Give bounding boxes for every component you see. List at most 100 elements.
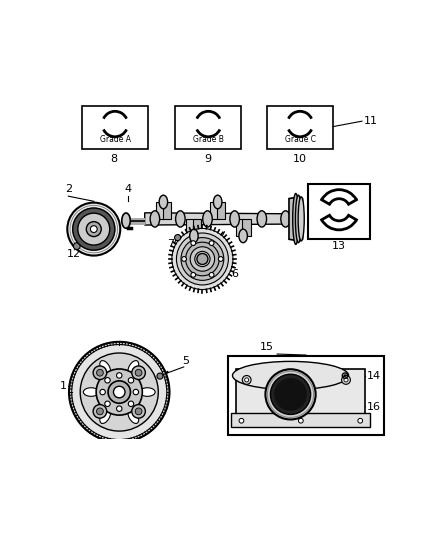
Polygon shape [236, 219, 244, 236]
Text: 3: 3 [212, 249, 219, 259]
Ellipse shape [100, 409, 110, 424]
Circle shape [74, 243, 80, 249]
Polygon shape [145, 213, 299, 225]
Text: 1: 1 [60, 381, 67, 391]
Circle shape [128, 401, 134, 407]
Circle shape [113, 386, 125, 398]
Circle shape [186, 242, 219, 276]
Text: 11: 11 [364, 116, 378, 126]
Circle shape [177, 233, 228, 285]
Circle shape [182, 256, 187, 261]
Ellipse shape [213, 195, 222, 209]
Polygon shape [289, 197, 303, 241]
Polygon shape [187, 219, 194, 236]
Circle shape [157, 373, 163, 379]
Bar [267, 106, 333, 149]
Circle shape [209, 272, 214, 277]
Ellipse shape [122, 213, 130, 228]
Circle shape [175, 235, 181, 241]
Ellipse shape [298, 197, 304, 241]
Circle shape [344, 375, 346, 377]
Circle shape [105, 377, 110, 383]
Circle shape [172, 229, 233, 289]
Circle shape [93, 366, 107, 379]
Circle shape [270, 374, 311, 415]
Circle shape [90, 225, 97, 232]
Circle shape [133, 389, 138, 395]
Circle shape [80, 353, 158, 431]
Circle shape [86, 222, 101, 237]
Text: 10: 10 [293, 155, 307, 165]
Circle shape [108, 381, 131, 403]
Text: 8: 8 [110, 155, 118, 165]
Text: 16: 16 [367, 402, 381, 411]
Bar [82, 106, 148, 149]
Circle shape [128, 377, 134, 383]
Ellipse shape [233, 361, 349, 390]
Text: 9: 9 [205, 155, 212, 165]
Ellipse shape [159, 195, 168, 209]
Ellipse shape [203, 211, 212, 227]
Text: Grade B: Grade B [193, 135, 224, 144]
Circle shape [209, 241, 214, 246]
Bar [307, 184, 371, 239]
Circle shape [132, 405, 145, 418]
Ellipse shape [140, 387, 155, 397]
Text: 15: 15 [260, 342, 274, 352]
Ellipse shape [230, 211, 240, 227]
Circle shape [135, 408, 142, 415]
Ellipse shape [295, 195, 301, 243]
Bar [231, 413, 371, 427]
Ellipse shape [257, 211, 267, 227]
Circle shape [275, 378, 307, 410]
Circle shape [96, 408, 103, 415]
Circle shape [239, 418, 244, 423]
Circle shape [197, 254, 208, 264]
Circle shape [242, 375, 251, 384]
Polygon shape [193, 219, 201, 236]
Text: 7: 7 [166, 239, 174, 249]
Bar [175, 106, 241, 149]
Ellipse shape [150, 211, 159, 227]
Circle shape [67, 203, 120, 256]
Ellipse shape [281, 211, 290, 227]
Circle shape [195, 252, 210, 266]
Text: 2: 2 [65, 184, 72, 195]
Circle shape [100, 389, 106, 395]
Circle shape [73, 208, 115, 250]
Circle shape [105, 401, 110, 407]
Ellipse shape [176, 211, 185, 227]
Circle shape [69, 342, 170, 442]
Text: 4: 4 [124, 184, 131, 195]
Circle shape [181, 238, 224, 280]
Ellipse shape [128, 409, 139, 424]
Polygon shape [156, 202, 164, 219]
Circle shape [342, 375, 350, 384]
Circle shape [191, 272, 196, 277]
Ellipse shape [190, 229, 198, 243]
Circle shape [72, 344, 167, 440]
Circle shape [132, 366, 145, 379]
Polygon shape [162, 202, 171, 219]
Polygon shape [210, 202, 219, 219]
Circle shape [93, 405, 107, 418]
Circle shape [117, 406, 122, 411]
Circle shape [219, 256, 223, 261]
Circle shape [117, 373, 122, 378]
Ellipse shape [83, 387, 99, 397]
Circle shape [245, 378, 249, 382]
Ellipse shape [100, 361, 110, 375]
Text: 12: 12 [67, 249, 81, 259]
Ellipse shape [128, 361, 139, 375]
Circle shape [298, 418, 303, 423]
Polygon shape [217, 202, 225, 219]
Text: 5: 5 [182, 356, 189, 366]
Circle shape [78, 213, 110, 245]
Circle shape [265, 369, 316, 419]
Bar [228, 356, 384, 435]
Circle shape [190, 247, 215, 271]
Ellipse shape [293, 193, 299, 245]
Circle shape [358, 418, 363, 423]
Text: 14: 14 [367, 370, 381, 381]
Circle shape [96, 369, 142, 415]
